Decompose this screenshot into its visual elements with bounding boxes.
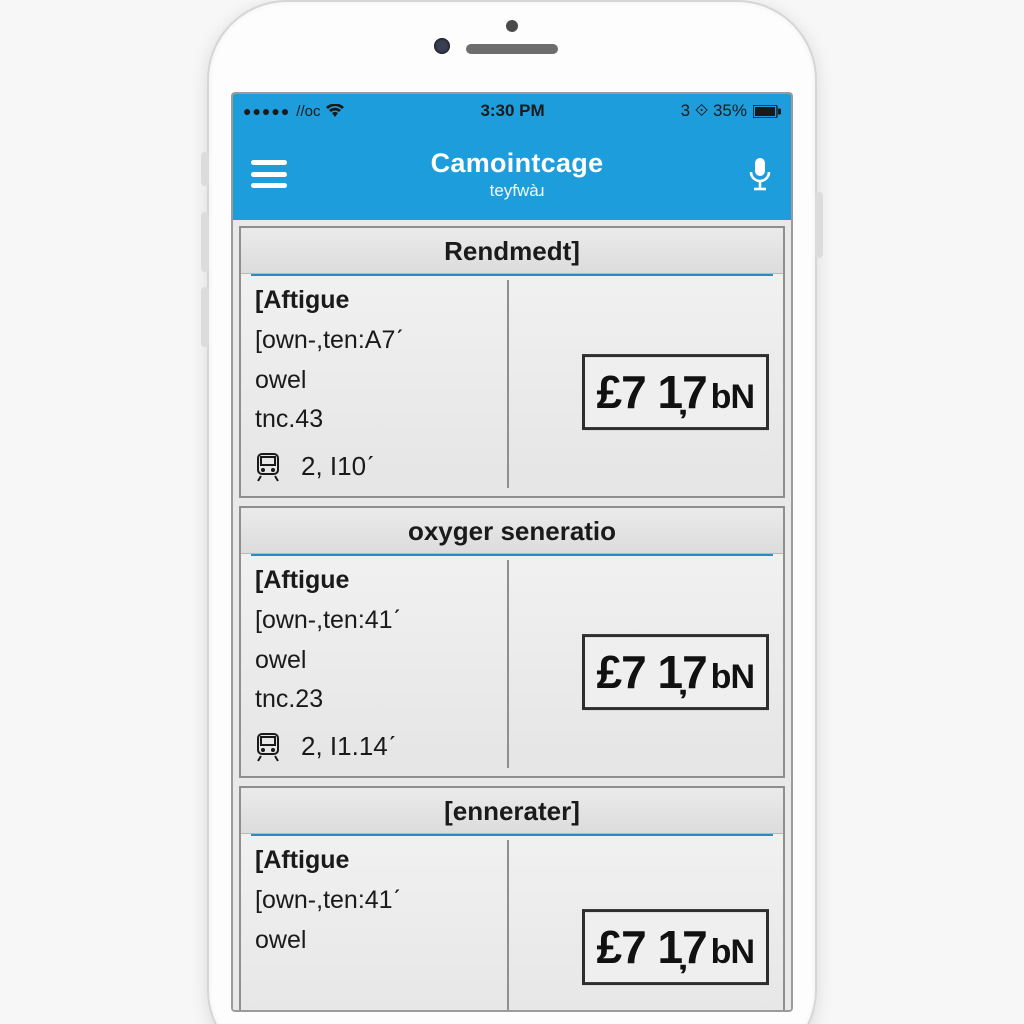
card-title: [ennerater] (241, 788, 783, 834)
mic-button[interactable] (747, 156, 773, 192)
price-box: £7 1̦7bN (582, 634, 769, 710)
app-title: Camointcage (431, 148, 604, 179)
card-line: owel (255, 364, 508, 398)
power-btn (815, 192, 823, 258)
card-line: [Aftigue (255, 844, 508, 878)
app-title-block: Camointcage teyfwàɹ (431, 148, 604, 201)
wifi-icon (326, 104, 344, 118)
battery-icon (753, 105, 781, 118)
vertical-divider (507, 280, 509, 488)
volume-down-btn (201, 287, 209, 347)
menu-button[interactable] (251, 160, 287, 188)
price-box: £7 1̦7bN (582, 354, 769, 430)
card-line: [own-,ten:41ˊ (255, 604, 508, 638)
proximity-sensor (506, 20, 518, 32)
volume-up-btn (201, 212, 209, 272)
price-value: £7 1̦7 (597, 366, 707, 418)
content-list[interactable]: Rendmedt] [Aftigue [own-,ten:A7ˊ owel tn… (233, 220, 791, 1010)
list-item[interactable]: oxyger seneratio [Aftigue [own-,ten:41ˊ … (239, 506, 785, 778)
vertical-divider (507, 840, 509, 1010)
status-right: 3 ⟐ 35% (681, 101, 747, 121)
price-value: £7 1̦7 (597, 921, 707, 973)
carrier-label: //oc (296, 103, 320, 120)
clock: 3:30 PM (480, 101, 544, 121)
card-footer: 2, I10ˊ (301, 451, 375, 482)
card-title: oxyger seneratio (241, 508, 783, 554)
card-line: owel (255, 924, 508, 958)
front-camera (434, 38, 450, 54)
card-footer: 2, I1.14ˊ (301, 731, 396, 762)
phone-frame: ●●●●● //oc 3:30 PM 3 ⟐ 35% (207, 0, 817, 1024)
app-subtitle: teyfwàɹ (431, 181, 604, 201)
price-unit: bN (711, 658, 754, 696)
card-title: Rendmedt] (241, 228, 783, 274)
price-unit: bN (711, 933, 754, 971)
price-unit: bN (711, 378, 754, 416)
app-header: Camointcage teyfwàɹ (233, 128, 791, 220)
vertical-divider (507, 560, 509, 768)
list-item[interactable]: Rendmedt] [Aftigue [own-,ten:A7ˊ owel tn… (239, 226, 785, 498)
vehicle-icon (255, 452, 283, 482)
list-item[interactable]: [ennerater] [Aftigue [own-,ten:41ˊ owel (239, 786, 785, 1010)
mute-switch (201, 152, 209, 186)
card-line: [Aftigue (255, 564, 508, 598)
price-box: £7 1̦7bN (582, 909, 769, 985)
card-line: tnc.23 (255, 683, 508, 717)
earpiece (466, 44, 558, 54)
card-line: tnc.43 (255, 403, 508, 437)
card-line: [own-,ten:A7ˊ (255, 324, 508, 358)
card-line: [Aftigue (255, 284, 508, 318)
card-line: owel (255, 644, 508, 678)
card-line: [own-,ten:41ˊ (255, 884, 508, 918)
status-bar: ●●●●● //oc 3:30 PM 3 ⟐ 35% (233, 94, 791, 128)
vehicle-icon (255, 732, 283, 762)
signal-dots: ●●●●● (243, 103, 290, 119)
price-value: £7 1̦7 (597, 646, 707, 698)
screen: ●●●●● //oc 3:30 PM 3 ⟐ 35% (231, 92, 793, 1012)
